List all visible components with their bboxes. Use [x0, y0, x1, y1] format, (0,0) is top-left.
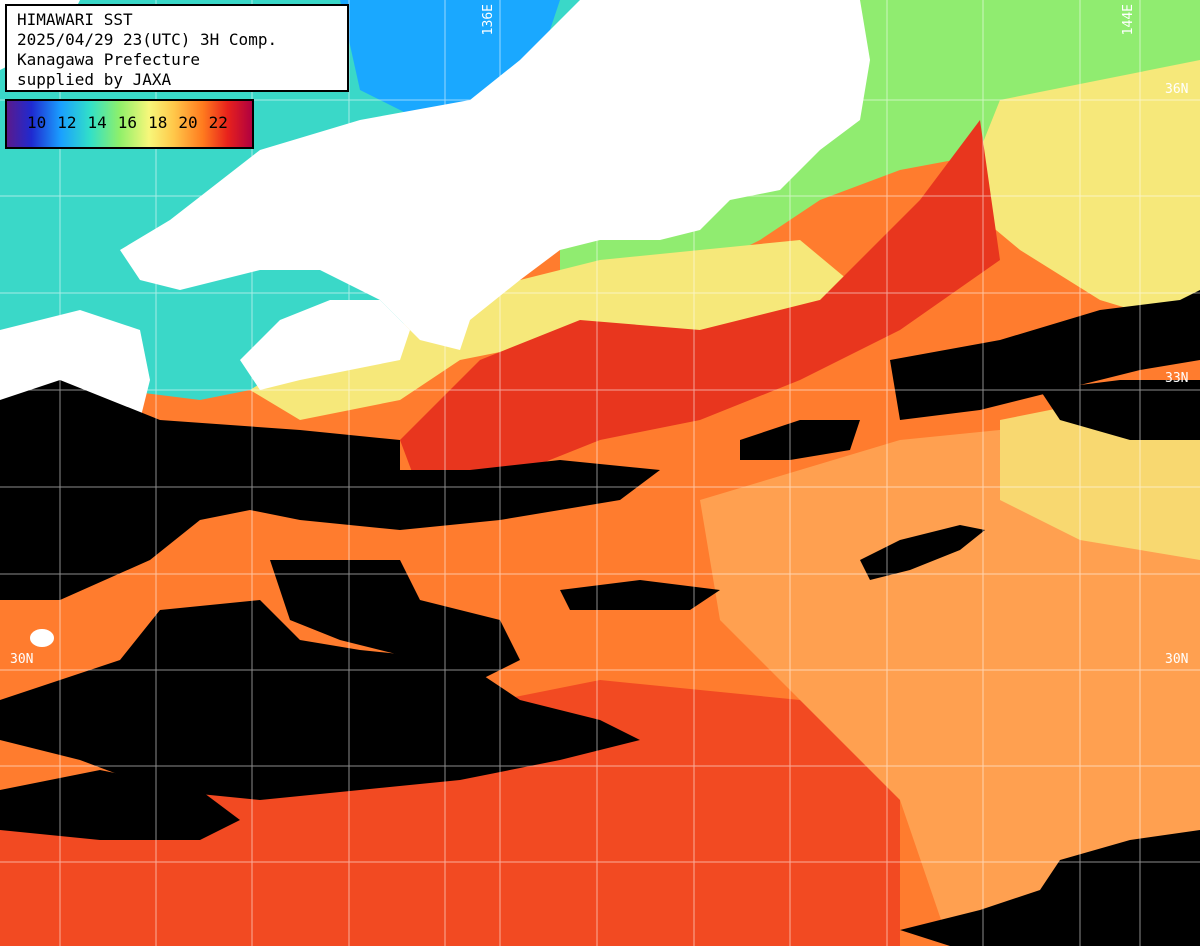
- legend-label-22: 22: [208, 113, 228, 132]
- island-south: [30, 629, 54, 647]
- lat-label-33n: 33N: [1165, 371, 1189, 386]
- light-warm-south-east: [700, 420, 1200, 946]
- blue-water: [340, 0, 560, 120]
- legend-labels: 10 12 14 16 18 20 22: [27, 113, 228, 132]
- lat-label-30n-left: 30N: [10, 652, 34, 667]
- lat-label-30n-right: 30N: [1165, 652, 1189, 667]
- lat-label-36n: 36N: [1165, 82, 1189, 97]
- legend-label-16: 16: [117, 113, 138, 132]
- land-honshu: [120, 0, 870, 350]
- kuroshio-current: [400, 120, 1000, 520]
- title-line: HIMAWARI SST: [17, 10, 133, 29]
- warm-water-south: [0, 680, 900, 946]
- legend-label-12: 12: [57, 113, 77, 132]
- legend-label-20: 20: [178, 113, 198, 132]
- legend-label-14: 14: [87, 113, 107, 132]
- legend-label-10: 10: [27, 113, 47, 132]
- region-line: Kanagawa Prefecture: [17, 50, 201, 69]
- lon-label-136e: 136E: [481, 4, 496, 36]
- info-box: HIMAWARI SST 2025/04/29 23(UTC) 3H Comp.…: [5, 4, 349, 92]
- green-water: [560, 0, 1200, 300]
- credit-line: supplied by JAXA: [17, 70, 172, 89]
- color-legend: 10 12 14 16 18 20 22: [5, 99, 254, 149]
- legend-label-18: 18: [148, 113, 168, 132]
- land-shikoku: [240, 300, 410, 390]
- lon-label-144e: 144E: [1121, 4, 1136, 36]
- date-line: 2025/04/29 23(UTC) 3H Comp.: [17, 30, 278, 49]
